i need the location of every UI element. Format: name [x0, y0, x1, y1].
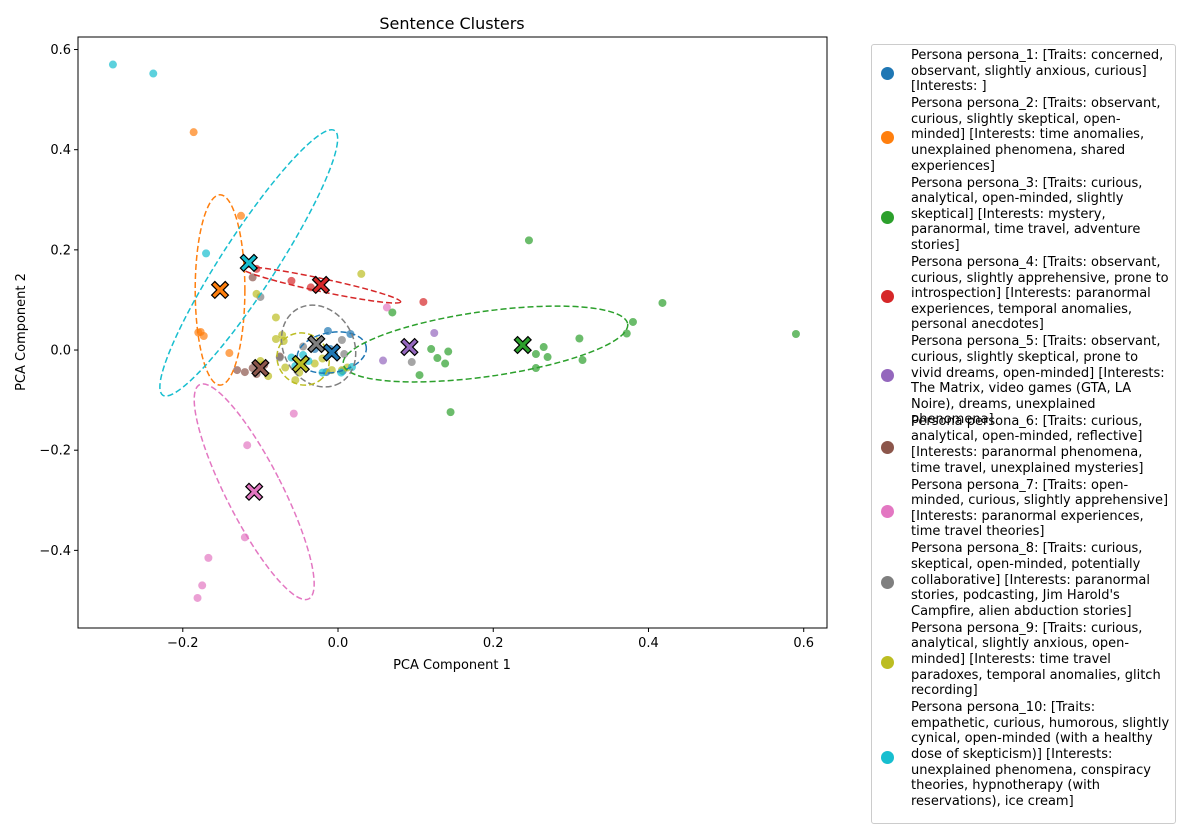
data-point [407, 358, 416, 367]
centroid-marker [244, 482, 264, 502]
x-tick-label: 0.0 [328, 636, 349, 651]
y-tick-label: 0.0 [50, 344, 71, 359]
legend-label: Persona persona_10: [Traits: empathetic,… [911, 700, 1170, 809]
data-point [271, 313, 280, 322]
data-point [622, 329, 631, 338]
data-point [193, 593, 202, 602]
data-point [337, 336, 346, 345]
legend-label: Persona persona_5: [Traits: observant, c… [911, 334, 1165, 428]
legend-label: Persona persona_8: [Traits: curious, ske… [911, 541, 1150, 619]
data-point [340, 350, 349, 359]
data-point [433, 354, 442, 363]
legend-label: Persona persona_7: [Traits: open-minded,… [911, 477, 1169, 540]
x-tick-label: 0.2 [483, 636, 504, 651]
plot-area [77, 36, 828, 629]
data-point [198, 581, 207, 590]
legend-marker [881, 131, 894, 145]
cluster-ellipse [280, 304, 357, 388]
data-point [233, 366, 242, 375]
data-point [289, 409, 298, 418]
centroid-marker [400, 337, 419, 357]
y-tick-label: 0.2 [50, 243, 71, 258]
centroid-marker [513, 335, 532, 355]
data-point [441, 359, 450, 368]
data-point [299, 342, 308, 351]
data-point [539, 343, 548, 352]
data-point [791, 330, 800, 339]
data-point [337, 368, 346, 377]
scatter-chart: Sentence Clusters −0.2 0.0 0.2 0.4 0.6 −0.4 −0… [14, 14, 828, 673]
data-point [444, 347, 453, 356]
legend-marker [881, 576, 894, 590]
cluster-ellipse [342, 305, 629, 383]
cluster-ellipse [193, 383, 315, 601]
centroid-marker [239, 253, 259, 273]
y-tick-label: −0.2 [39, 444, 71, 459]
data-point [243, 441, 252, 450]
data-point [531, 350, 540, 359]
y-tick-label: −0.4 [39, 544, 71, 559]
legend-label: Persona persona_2: [Traits: observant, c… [911, 96, 1161, 174]
data-point [225, 349, 234, 358]
legend-label: Persona persona_3: [Traits: curious, ana… [911, 175, 1143, 253]
centroid-marker [291, 354, 311, 374]
data-point [379, 356, 388, 365]
data-point [427, 345, 436, 354]
x-tick-label: 0.4 [638, 636, 659, 651]
data-point [271, 335, 280, 344]
legend-marker [881, 655, 894, 669]
centroid-marker [307, 334, 326, 354]
centroid-marker [311, 275, 331, 295]
legend-marker [881, 369, 894, 383]
centroid-marker [251, 358, 270, 378]
legend-marker [881, 67, 894, 81]
legend-label: Persona persona_4: [Traits: observant, c… [911, 255, 1169, 333]
cluster-ellipse [296, 331, 368, 374]
data-point [446, 408, 455, 417]
data-point [275, 353, 284, 362]
legend-marker [881, 210, 894, 224]
legend-marker [881, 290, 894, 303]
legend-marker [881, 750, 894, 764]
legend-marker [881, 504, 894, 518]
data-point [202, 249, 211, 258]
legend-label: Persona persona_1: [Traits: concerned, o… [911, 48, 1164, 95]
data-point [287, 276, 296, 285]
legend-label: Persona persona_9: [Traits: curious, ana… [911, 620, 1161, 699]
chart-title: Sentence Clusters [379, 14, 524, 33]
x-tick-label: −0.2 [167, 636, 199, 651]
centroid-marker [210, 280, 230, 300]
x-axis-label: PCA Component 1 [393, 658, 511, 673]
y-tick-label: 0.6 [50, 43, 71, 58]
data-point [575, 334, 584, 343]
data-point [658, 298, 667, 307]
data-point [236, 211, 245, 220]
data-point [419, 297, 428, 306]
data-point [108, 60, 117, 69]
y-tick-label: 0.4 [50, 143, 71, 158]
cluster-ellipse [194, 194, 246, 386]
data-point [388, 308, 397, 317]
y-axis-label: PCA Component 2 [14, 273, 29, 391]
data-point [357, 269, 366, 278]
data-point [310, 359, 319, 368]
legend: Persona persona_1: [Traits: concerned, o… [871, 44, 1176, 824]
data-point [382, 303, 391, 312]
data-point [543, 353, 552, 362]
data-point [531, 364, 540, 373]
x-tick-label: 0.6 [793, 636, 814, 651]
data-point [578, 356, 587, 365]
legend-marker [881, 440, 894, 454]
data-point [430, 329, 439, 338]
data-point [240, 368, 249, 377]
data-point [524, 236, 533, 245]
data-point [415, 371, 424, 380]
data-point [628, 317, 637, 326]
legend-label: Persona persona_6: [Traits: curious, ana… [911, 413, 1144, 476]
data-point [281, 363, 290, 372]
data-point [204, 553, 213, 562]
data-point [189, 128, 198, 137]
data-point [149, 69, 158, 78]
